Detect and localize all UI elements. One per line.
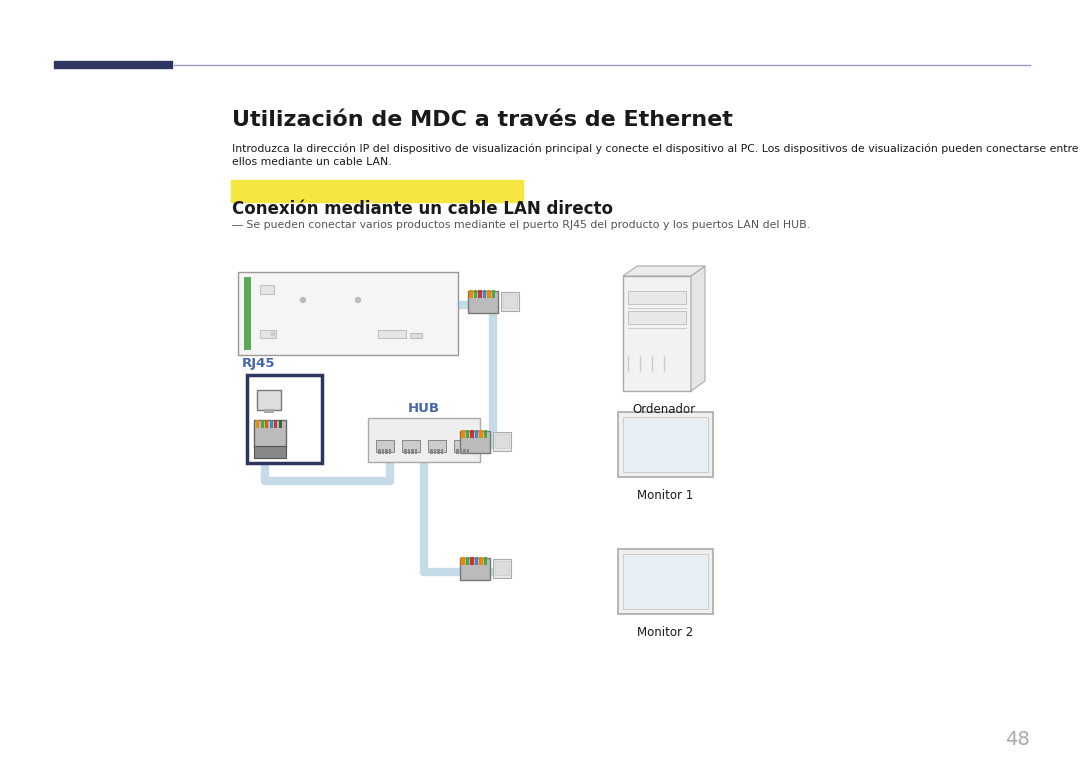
Bar [467, 449, 469, 454]
Polygon shape [691, 266, 705, 391]
Text: ― Se pueden conectar varios productos mediante el puerto RJ45 del producto y los: ― Se pueden conectar varios productos me… [232, 220, 810, 230]
Bar [484, 430, 487, 438]
Bar [378, 449, 380, 454]
Bar [492, 559, 511, 578]
Text: Ordenador: Ordenador [633, 403, 696, 416]
Bar [461, 430, 464, 438]
Bar [627, 291, 686, 304]
Bar [256, 420, 259, 428]
Bar [376, 440, 394, 452]
Bar [415, 449, 417, 454]
Bar [430, 449, 432, 454]
Polygon shape [623, 266, 705, 276]
Bar [495, 434, 509, 448]
Bar [368, 418, 480, 462]
Bar [463, 449, 465, 454]
Bar [474, 430, 478, 438]
Bar [623, 554, 708, 609]
Bar [623, 276, 691, 391]
Text: Conexión mediante un cable LAN directo: Conexión mediante un cable LAN directo [232, 200, 613, 218]
Circle shape [355, 298, 361, 302]
Bar [483, 290, 486, 298]
Bar [491, 290, 495, 298]
Text: 48: 48 [1005, 730, 1030, 749]
Bar [247, 375, 322, 463]
Circle shape [271, 332, 275, 336]
Bar [279, 420, 282, 428]
Bar [407, 449, 410, 454]
Bar [378, 330, 406, 338]
Bar [470, 557, 473, 565]
Bar [484, 557, 487, 565]
Bar [238, 272, 458, 355]
Bar [495, 561, 509, 575]
Bar [433, 449, 436, 454]
Bar [402, 440, 420, 452]
Bar [254, 420, 286, 448]
Bar [260, 420, 264, 428]
Bar [623, 417, 708, 472]
Bar [460, 558, 490, 580]
Bar [470, 430, 473, 438]
Text: HUB: HUB [408, 402, 440, 415]
Bar [270, 420, 272, 428]
Bar [437, 449, 440, 454]
Bar [381, 449, 384, 454]
Bar [456, 449, 459, 454]
Bar [454, 440, 472, 452]
Bar [244, 277, 251, 350]
Bar [411, 449, 414, 454]
Bar [441, 449, 443, 454]
Bar [260, 330, 276, 338]
Text: Monitor 1: Monitor 1 [637, 489, 693, 502]
Text: RJ45: RJ45 [242, 357, 275, 370]
Bar [474, 557, 478, 565]
Bar [54, 61, 172, 68]
Bar [404, 449, 406, 454]
Bar [501, 292, 519, 311]
Bar [487, 290, 490, 298]
Bar [468, 291, 498, 313]
Bar [480, 430, 483, 438]
Circle shape [300, 298, 306, 302]
Text: ellos mediante un cable LAN.: ellos mediante un cable LAN. [232, 157, 392, 167]
Bar [480, 557, 483, 565]
Bar [461, 557, 464, 565]
Bar [254, 446, 286, 458]
Bar [257, 390, 281, 410]
Text: Introduzca la dirección IP del dispositivo de visualización principal y conecte : Introduzca la dirección IP del dispositi… [232, 143, 1079, 153]
Bar [473, 290, 477, 298]
Bar [478, 290, 482, 298]
Bar [618, 549, 713, 614]
Bar [459, 449, 462, 454]
Bar [231, 180, 523, 202]
Bar [265, 420, 268, 428]
Bar [428, 440, 446, 452]
Bar [384, 449, 388, 454]
Bar [469, 290, 473, 298]
Text: Monitor 2: Monitor 2 [637, 626, 693, 639]
Bar [492, 432, 511, 451]
Text: Utilización de MDC a través de Ethernet: Utilización de MDC a través de Ethernet [232, 110, 733, 130]
Bar [274, 420, 276, 428]
Bar [465, 557, 469, 565]
Bar [460, 431, 490, 453]
Bar [410, 333, 422, 338]
Bar [264, 409, 274, 413]
Bar [389, 449, 391, 454]
Bar [618, 412, 713, 477]
Bar [465, 430, 469, 438]
Bar [627, 311, 686, 324]
Bar [503, 294, 517, 308]
Bar [260, 285, 274, 294]
